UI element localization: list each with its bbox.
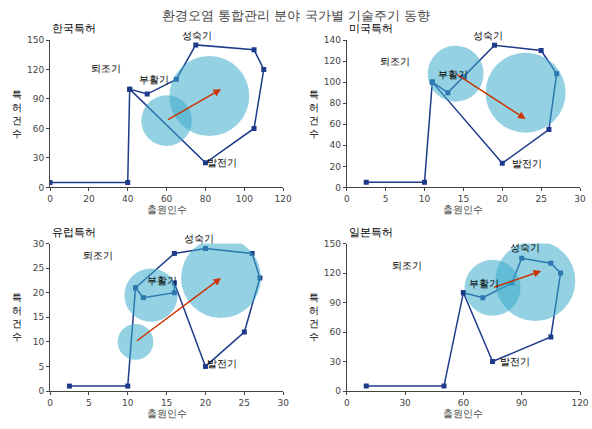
svg-text:80: 80: [330, 98, 342, 108]
svg-text:퇴조기: 퇴조기: [380, 56, 410, 67]
svg-text:150: 150: [27, 35, 44, 45]
svg-text:특허건수: 특허건수: [309, 292, 319, 342]
svg-text:성숙기: 성숙기: [510, 242, 540, 253]
svg-text:성숙기: 성숙기: [182, 30, 212, 41]
svg-text:발전기: 발전기: [207, 358, 237, 369]
svg-text:15: 15: [161, 398, 172, 408]
svg-text:출원인수: 출원인수: [443, 408, 483, 419]
svg-text:60: 60: [330, 119, 342, 129]
svg-text:30: 30: [33, 153, 45, 163]
svg-text:발전기: 발전기: [512, 158, 542, 169]
svg-text:퇴조기: 퇴조기: [392, 260, 422, 271]
svg-text:부활기: 부활기: [147, 275, 177, 286]
svg-text:유럽특허: 유럽특허: [52, 226, 96, 239]
svg-text:성숙기: 성숙기: [184, 233, 214, 244]
svg-text:20: 20: [330, 162, 342, 172]
svg-text:100: 100: [236, 194, 253, 204]
svg-text:30: 30: [33, 239, 45, 249]
svg-text:20: 20: [83, 194, 95, 204]
svg-text:부활기: 부활기: [139, 74, 169, 85]
svg-text:부활기: 부활기: [438, 69, 468, 80]
svg-text:0: 0: [335, 386, 341, 396]
svg-text:90: 90: [33, 94, 45, 104]
svg-text:5: 5: [38, 362, 44, 372]
svg-text:5: 5: [383, 194, 389, 204]
svg-text:20: 20: [497, 194, 509, 204]
svg-text:15: 15: [458, 194, 469, 204]
svg-text:120: 120: [324, 268, 341, 278]
svg-text:0: 0: [38, 183, 44, 193]
svg-text:15: 15: [33, 312, 44, 322]
svg-text:90: 90: [330, 298, 342, 308]
svg-text:60: 60: [33, 124, 45, 134]
svg-text:일본특허: 일본특허: [349, 226, 393, 239]
svg-text:0: 0: [344, 398, 350, 408]
svg-text:25: 25: [33, 263, 44, 273]
svg-text:100: 100: [324, 77, 341, 87]
svg-text:10: 10: [122, 398, 134, 408]
svg-text:0: 0: [47, 194, 53, 204]
svg-text:환경오염 통합관리 분야 국가별 기술주기 동향: 환경오염 통합관리 분야 국가별 기술주기 동향: [162, 8, 430, 23]
svg-text:출원인수: 출원인수: [443, 204, 483, 215]
svg-text:30: 30: [399, 398, 411, 408]
svg-text:10: 10: [419, 194, 431, 204]
svg-text:0: 0: [344, 194, 350, 204]
svg-text:20: 20: [200, 398, 212, 408]
svg-text:특허건수: 특허건수: [12, 89, 22, 139]
svg-text:특허건수: 특허건수: [309, 89, 319, 139]
svg-text:120: 120: [27, 65, 44, 75]
svg-text:0: 0: [38, 386, 44, 396]
svg-text:20: 20: [33, 288, 45, 298]
svg-text:120: 120: [275, 194, 292, 204]
svg-text:퇴조기: 퇴조기: [83, 250, 113, 261]
svg-text:120: 120: [571, 398, 588, 408]
svg-text:60: 60: [161, 194, 173, 204]
svg-text:25: 25: [535, 194, 546, 204]
svg-text:0: 0: [47, 398, 53, 408]
svg-text:한국특허: 한국특허: [52, 22, 96, 35]
svg-text:25: 25: [239, 398, 250, 408]
svg-text:출원인수: 출원인수: [147, 408, 187, 419]
svg-text:5: 5: [86, 398, 92, 408]
svg-text:출원인수: 출원인수: [147, 204, 187, 215]
svg-text:미국특허: 미국특허: [349, 22, 393, 35]
svg-text:30: 30: [574, 194, 586, 204]
svg-text:30: 30: [277, 398, 289, 408]
svg-text:부활기: 부활기: [469, 278, 499, 289]
svg-text:90: 90: [516, 398, 528, 408]
svg-text:30: 30: [330, 357, 342, 367]
svg-text:0: 0: [335, 183, 341, 193]
svg-text:80: 80: [200, 194, 212, 204]
svg-text:성숙기: 성숙기: [473, 30, 503, 41]
svg-text:60: 60: [458, 398, 470, 408]
svg-text:140: 140: [324, 35, 341, 45]
svg-text:120: 120: [324, 56, 341, 66]
svg-text:발전기: 발전기: [207, 157, 237, 168]
svg-text:40: 40: [330, 140, 342, 150]
svg-text:10: 10: [33, 337, 45, 347]
svg-text:특허건수: 특허건수: [12, 292, 22, 342]
svg-text:퇴조기: 퇴조기: [91, 63, 121, 74]
svg-text:발전기: 발전기: [500, 356, 530, 367]
svg-text:40: 40: [122, 194, 134, 204]
svg-text:60: 60: [330, 327, 342, 337]
svg-text:150: 150: [324, 239, 341, 249]
